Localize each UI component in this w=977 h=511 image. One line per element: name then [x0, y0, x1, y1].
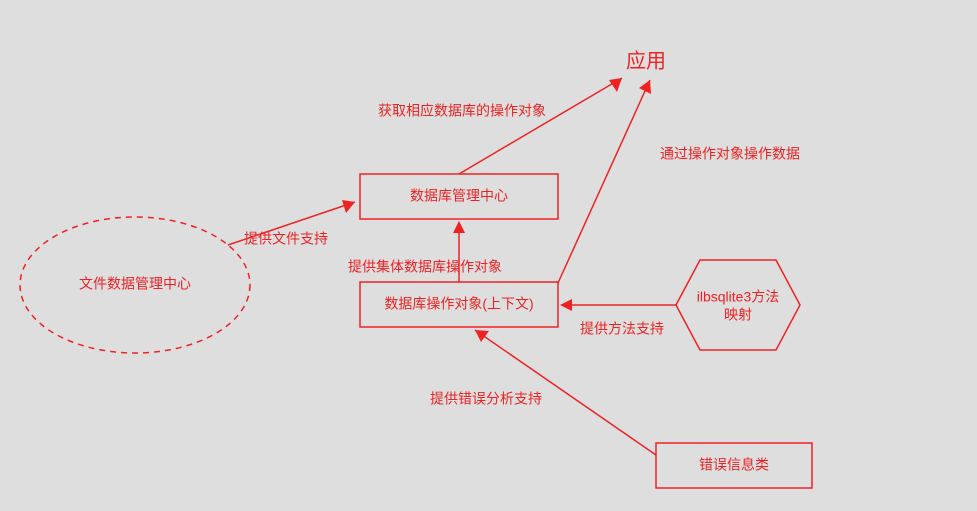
node-ilbsqlite-label1: ilbsqlite3方法: [697, 289, 779, 305]
edge-file-to-db-center: 提供文件支持: [228, 200, 355, 247]
edge-label-e1: 获取相应数据库的操作对象: [378, 103, 546, 119]
edge-label-e5: 提供方法支持: [580, 321, 664, 337]
edge-label-e4: 提供集体数据库操作对象: [348, 259, 502, 275]
edge-db-ctx-to-app: 通过操作对象操作数据: [558, 80, 800, 283]
node-db-ctx-label: 数据库操作对象(上下文): [384, 296, 533, 312]
node-file-center-label: 文件数据管理中心: [79, 276, 191, 292]
edge-db-ctx-to-db-center: 提供集体数据库操作对象: [348, 221, 502, 282]
edge-error-to-db-ctx: 提供错误分析支持: [430, 330, 656, 455]
node-db-center-label: 数据库管理中心: [410, 188, 508, 204]
edge-label-e2: 通过操作对象操作数据: [660, 146, 800, 162]
edge-ilbsqlite-to-db-ctx: 提供方法支持: [560, 299, 676, 337]
node-ilbsqlite-shape: [676, 260, 800, 350]
node-app: 应用: [626, 49, 666, 72]
node-ilbsqlite-label2: 映射: [724, 307, 752, 323]
architecture-diagram: 应用 文件数据管理中心 数据库管理中心 数据库操作对象(上下文) ilbsqli…: [0, 0, 977, 511]
edge-db-center-to-app: 获取相应数据库的操作对象: [378, 78, 622, 174]
node-error-label: 错误信息类: [699, 457, 769, 473]
edge-label-e3: 提供文件支持: [244, 231, 328, 247]
edge-label-e6: 提供错误分析支持: [430, 391, 542, 407]
